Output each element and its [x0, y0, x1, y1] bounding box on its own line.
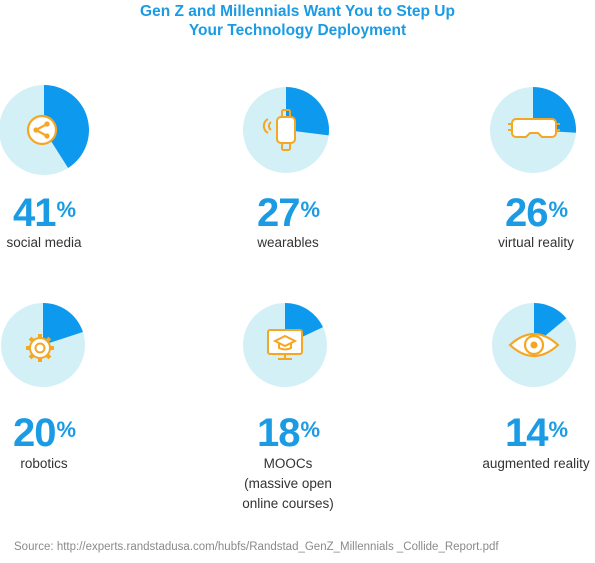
- eye-ar-icon: [508, 332, 560, 358]
- value-unit: %: [548, 417, 568, 442]
- stat-value: 18%: [198, 413, 378, 453]
- stat-social-media: 41% social media: [0, 0, 134, 260]
- pie-slice-wearables: [286, 87, 329, 136]
- pie-container: [243, 87, 329, 173]
- gear-tooth: [28, 336, 35, 343]
- stat-label: wearables: [257, 235, 319, 250]
- gear-tooth: [45, 336, 52, 343]
- pie-slice-robotics: [43, 303, 83, 345]
- value-number: 27: [256, 191, 300, 235]
- pie-container: [0, 85, 89, 175]
- stat-virtual-reality: 26% virtual reality: [446, 0, 595, 260]
- graduation-cap-monitor-icon: [267, 329, 303, 360]
- title-line-1: Gen Z and Millennials Want You to Step U…: [140, 3, 455, 20]
- stat-label: social media: [6, 235, 82, 250]
- value-unit: %: [300, 417, 320, 442]
- pie-container: [492, 303, 576, 387]
- value-unit: %: [548, 197, 568, 222]
- stat-value: 27%: [198, 193, 378, 233]
- pie-slice-social-media: [44, 85, 89, 168]
- gear-icon: [26, 334, 54, 362]
- stat-label: virtual reality: [498, 235, 574, 250]
- value-unit: %: [56, 417, 76, 442]
- stat-label: augmented reality: [482, 456, 590, 471]
- title-line-2: Your Technology Deployment: [188, 22, 407, 39]
- stat-value: 26%: [446, 193, 595, 233]
- share-icon: [26, 114, 58, 146]
- stat-moocs: 18% MOOCs (massive open online courses): [198, 215, 378, 515]
- value-unit: %: [56, 197, 76, 222]
- value-number: 18: [256, 411, 300, 455]
- value-number: 26: [504, 191, 548, 235]
- value-unit: %: [300, 197, 320, 222]
- value-number: 41: [12, 191, 56, 235]
- pie-container: [490, 87, 577, 173]
- stat-value: 14%: [446, 413, 595, 453]
- value-number: 14: [504, 411, 548, 455]
- stat-augmented-reality: 14% augmented reality: [446, 215, 595, 475]
- stat-value: 41%: [0, 193, 134, 233]
- value-number: 20: [12, 411, 56, 455]
- source-note: Source: http://experts.randstadusa.com/h…: [14, 541, 499, 553]
- gear-tooth: [45, 353, 52, 360]
- gear-tooth: [28, 353, 35, 360]
- smartwatch-icon: [262, 109, 296, 151]
- stat-robotics: 20% robotics: [0, 215, 134, 475]
- stat-label: MOOCs (massive open online courses): [242, 456, 334, 511]
- pie-container: [1, 303, 85, 387]
- stat-value: 20%: [0, 413, 134, 453]
- chart-title: Gen Z and Millennials Want You to Step U…: [0, 2, 595, 40]
- pie-container: [243, 303, 327, 387]
- vr-headset-icon: [508, 118, 560, 138]
- stat-label: robotics: [20, 456, 68, 471]
- stat-wearables: 27% wearables: [198, 0, 378, 260]
